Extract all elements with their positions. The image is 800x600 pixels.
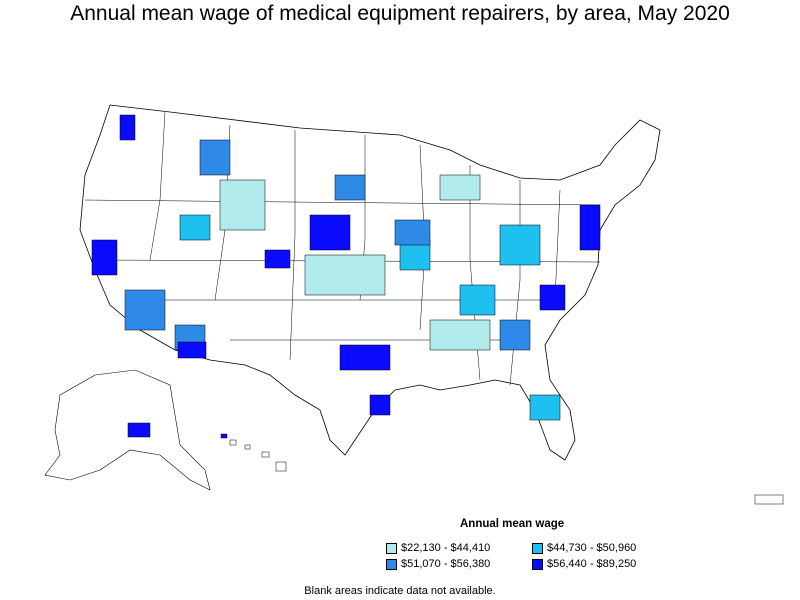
footnote: Blank areas indicate data not available. [304, 585, 496, 597]
region-light [304, 254, 386, 296]
hawaii-islands [220, 433, 287, 472]
region-top [579, 204, 601, 251]
legend-label: $44,730 - $50,960 [547, 542, 637, 554]
puerto-rico [754, 494, 784, 505]
legend-item: $56,440 - $89,250 [532, 558, 678, 570]
region-top [91, 239, 118, 276]
region-upper [499, 319, 531, 351]
legend-item: $44,730 - $50,960 [532, 542, 678, 554]
region-mid [499, 224, 541, 266]
map-title: Annual mean wage of medical equipment re… [70, 2, 730, 25]
region-top [309, 214, 351, 251]
legend-swatch [386, 558, 397, 570]
legend-swatch [532, 542, 543, 554]
region-top [264, 249, 291, 269]
legend-label: $51,070 - $56,380 [401, 558, 491, 570]
region-upper [199, 139, 231, 176]
legend-swatch [386, 542, 397, 554]
region-upper [124, 289, 166, 331]
region-top [177, 341, 207, 359]
legend-label: $22,130 - $44,410 [401, 542, 491, 554]
region-top [539, 284, 566, 311]
region-top [369, 394, 391, 416]
region-light [429, 319, 491, 351]
region-mid [179, 214, 211, 241]
region-mid [529, 394, 561, 421]
wage-regions [91, 114, 601, 421]
region-mid [459, 284, 496, 316]
region-light [439, 174, 481, 201]
legend-item: $51,070 - $56,380 [386, 558, 532, 570]
region-upper [394, 219, 431, 246]
region-top [119, 114, 136, 141]
region-light [219, 179, 266, 231]
legend: Annual mean wage $22,130 - $44,410 $44,7… [386, 518, 686, 570]
legend-item: $22,130 - $44,410 [386, 542, 532, 554]
legend-title: Annual mean wage [460, 518, 565, 530]
region-top [339, 344, 391, 371]
alaska-outline [44, 369, 211, 491]
legend-label: $56,440 - $89,250 [547, 558, 637, 570]
legend-swatch [532, 558, 543, 570]
region-upper [334, 174, 366, 201]
alaska-region-top [127, 422, 151, 438]
